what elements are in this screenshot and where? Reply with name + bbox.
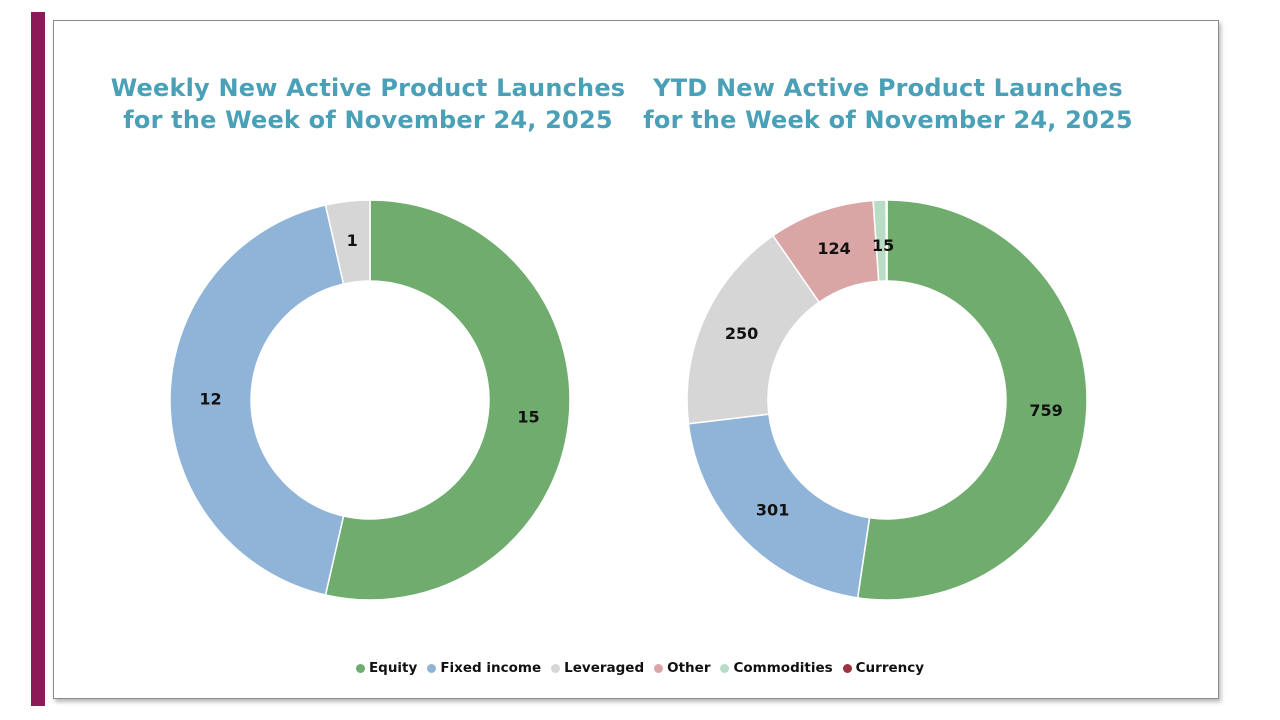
legend-item-fixed-income: Fixed income	[427, 660, 541, 676]
legend-swatch-other	[654, 663, 664, 673]
ytd-label-other: 124	[817, 239, 850, 258]
ytd-title-line-1: YTD New Active Product Launches	[653, 74, 1123, 102]
legend-swatch-equity	[355, 663, 365, 673]
legend-label-currency: Currency	[855, 660, 925, 676]
weekly-chart-title: Weekly New Active Product Launches for t…	[88, 72, 648, 136]
weekly-label-fixed-income: 12	[199, 390, 221, 409]
weekly-label-equity: 15	[517, 407, 539, 426]
legend-item-commodities: Commodities	[720, 660, 833, 676]
legend-label-equity: Equity	[368, 660, 418, 676]
legend-label-leveraged: Leveraged	[564, 660, 645, 676]
legend-label-fixed-income: Fixed income	[440, 660, 542, 676]
legend-swatch-commodities	[720, 663, 730, 673]
ytd-donut-chart: 759 301 250 124 15	[686, 199, 1088, 601]
weekly-donut-chart: 15 12 1	[169, 199, 571, 601]
ytd-chart-title: YTD New Active Product Launches for the …	[608, 72, 1168, 136]
ytd-slice-equity	[856, 199, 1088, 601]
legend-item-leveraged: Leveraged	[551, 660, 644, 676]
legend-item-currency: Currency	[842, 660, 925, 676]
ytd-slice-currency	[885, 199, 888, 282]
ytd-slice-fixed-income	[687, 413, 871, 599]
weekly-title-line-1: Weekly New Active Product Launches	[110, 74, 626, 102]
ytd-label-commodities: 15	[872, 236, 894, 255]
ytd-label-equity: 759	[1029, 401, 1062, 420]
weekly-label-leveraged: 1	[347, 231, 358, 250]
legend-label-other: Other	[667, 660, 711, 676]
legend-item-other: Other	[654, 660, 710, 676]
legend-swatch-leveraged	[551, 663, 561, 673]
legend-swatch-fixed-income	[427, 663, 437, 673]
weekly-slice-equity	[324, 199, 571, 601]
accent-bar	[31, 12, 45, 706]
legend-swatch-currency	[842, 663, 852, 673]
legend-item-equity: Equity	[355, 660, 418, 676]
weekly-slice-fixed-income	[169, 204, 345, 596]
ytd-label-fixed-income: 301	[756, 501, 789, 520]
weekly-slice-leveraged	[324, 199, 371, 285]
weekly-title-line-2: for the Week of November 24, 2025	[123, 106, 613, 134]
ytd-label-leveraged: 250	[725, 324, 758, 343]
legend: Equity Fixed income Leveraged Other Comm…	[0, 660, 1280, 676]
ytd-title-line-2: for the Week of November 24, 2025	[643, 106, 1133, 134]
legend-label-commodities: Commodities	[733, 660, 833, 676]
